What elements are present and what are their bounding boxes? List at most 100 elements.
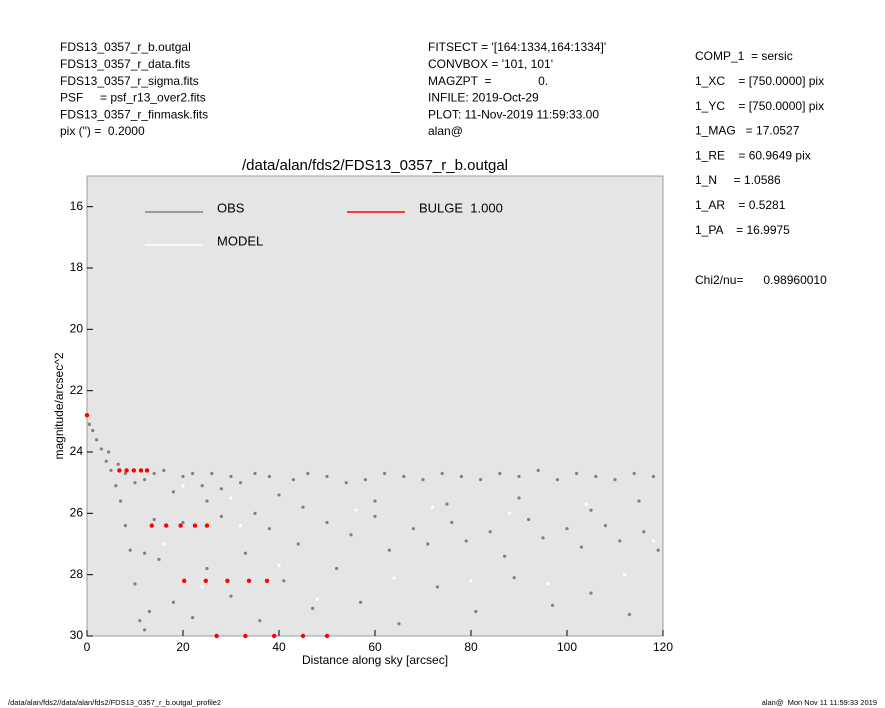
point: [123, 524, 127, 528]
point: [627, 612, 632, 617]
point: [138, 468, 144, 473]
point: [656, 548, 660, 552]
point: [603, 524, 608, 528]
y-tick-label: 18: [70, 260, 84, 274]
point: [95, 438, 99, 442]
point: [200, 484, 204, 488]
point: [91, 428, 95, 433]
point: [300, 633, 306, 639]
point: [296, 542, 300, 546]
point: [536, 468, 540, 472]
point: [311, 606, 315, 611]
footer-path: /data/alan/fds2//data/alan/fds2/FDS13_03…: [8, 698, 221, 707]
point: [181, 484, 185, 488]
point: [474, 609, 478, 614]
point: [373, 499, 377, 503]
point: [344, 481, 348, 485]
point: [131, 468, 136, 473]
point: [387, 548, 391, 552]
parameter: 1_XC = [750.0000] pix: [695, 74, 824, 88]
chi2: Chi2/nu= 0.98960010: [695, 273, 827, 287]
point: [182, 578, 187, 583]
point: [541, 536, 545, 540]
header-line: pix (") = 0.2000: [60, 124, 145, 138]
point: [517, 496, 521, 500]
header-line: PSF = psf_r13_over2.fits: [60, 91, 206, 105]
point: [133, 582, 137, 586]
x-tick-label: 40: [272, 640, 286, 654]
point: [109, 468, 113, 472]
point: [546, 582, 550, 586]
y-tick-label: 24: [70, 444, 84, 458]
point: [512, 576, 516, 580]
y-tick-label: 20: [70, 322, 84, 336]
header-line: FDS13_0357_r_data.fits: [60, 57, 190, 71]
point: [618, 539, 622, 543]
point: [239, 524, 243, 528]
point: [349, 533, 353, 537]
point: [642, 530, 646, 534]
point: [239, 481, 243, 485]
y-tick-label: 28: [70, 567, 84, 581]
point: [229, 594, 233, 598]
point: [214, 633, 219, 639]
point: [253, 471, 257, 476]
point: [324, 633, 330, 639]
point: [205, 499, 209, 503]
parameter: 1_AR = 0.5281: [695, 198, 786, 212]
x-tick-label: 20: [176, 640, 190, 654]
point: [488, 530, 492, 534]
point: [123, 471, 127, 476]
header-line: alan@: [428, 124, 463, 138]
x-axis-label: Distance along sky [arcsec]: [302, 653, 448, 667]
point: [594, 474, 598, 479]
header-line: FDS13_0357_r_sigma.fits: [60, 74, 199, 88]
point: [144, 468, 150, 473]
point: [149, 523, 154, 528]
point: [152, 471, 156, 476]
point: [306, 471, 310, 476]
point: [162, 542, 166, 546]
point: [445, 502, 449, 506]
point: [205, 566, 209, 571]
point: [551, 603, 555, 607]
point: [421, 478, 425, 482]
y-tick-label: 16: [70, 199, 84, 213]
point: [171, 490, 175, 494]
plot-area: [86, 175, 664, 637]
parameter: 1_N = 1.0586: [695, 173, 781, 187]
point: [637, 499, 641, 503]
point: [219, 514, 223, 519]
point: [157, 557, 161, 561]
point: [325, 520, 329, 525]
point: [589, 591, 593, 595]
point: [282, 579, 286, 583]
point: [507, 511, 511, 515]
footer-stamp: alan@ Mon Nov 11 11:59:33 2019: [762, 698, 877, 707]
x-tick-label: 0: [84, 640, 91, 654]
y-axis-label: magnitude/arcsec^2: [52, 352, 66, 459]
point: [210, 471, 214, 476]
point: [272, 633, 277, 639]
point: [116, 462, 120, 466]
point: [181, 474, 185, 479]
point: [164, 523, 169, 528]
parameter: 1_RE = 60.9649 pix: [695, 148, 811, 162]
point: [651, 539, 656, 543]
point: [517, 474, 521, 479]
point: [143, 628, 147, 632]
point: [411, 527, 415, 531]
point: [267, 474, 271, 479]
point: [225, 578, 230, 583]
point: [243, 551, 247, 555]
point: [119, 499, 123, 503]
point: [229, 496, 233, 500]
point: [579, 545, 584, 549]
x-tick-label: 80: [464, 640, 478, 654]
point: [152, 517, 156, 522]
point: [479, 478, 483, 482]
legend-label: OBS: [217, 200, 245, 215]
point: [104, 459, 108, 463]
parameter: 1_YC = [750.0000] pix: [695, 99, 824, 113]
